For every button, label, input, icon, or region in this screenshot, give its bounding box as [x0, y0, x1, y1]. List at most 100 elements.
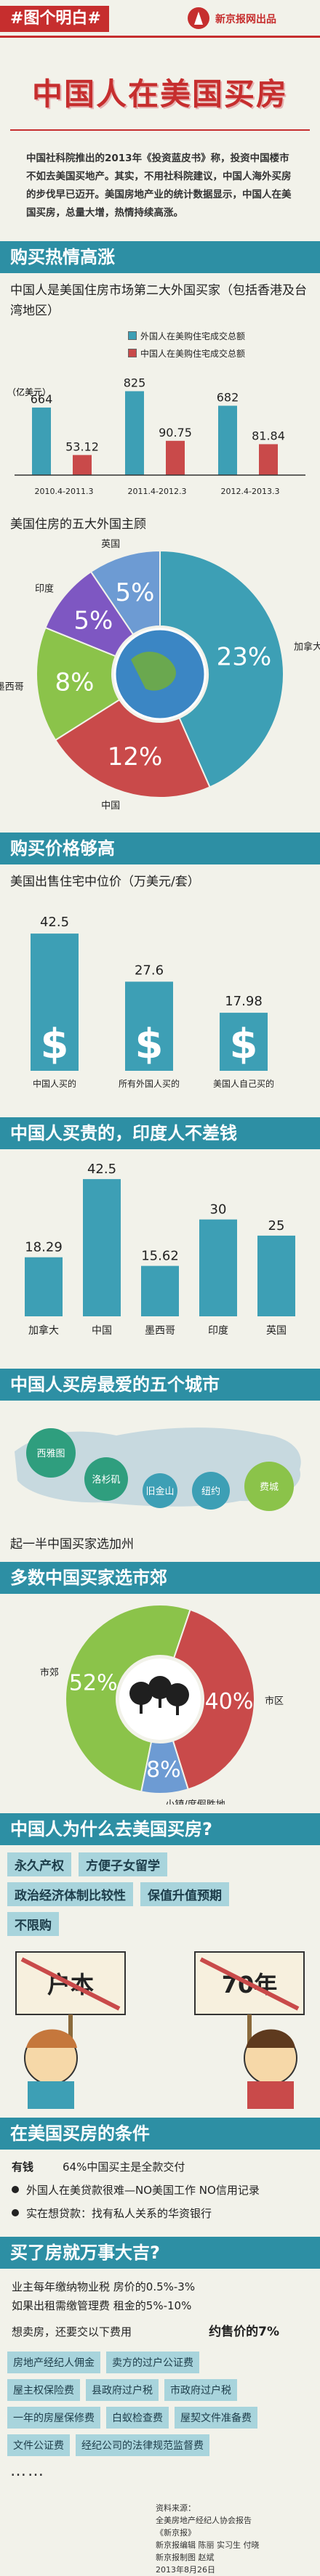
header-bar: #图个明白# 新京报网出品 — [0, 0, 320, 38]
legend-item-foreign: 外国人在美购住宅成交总额 — [128, 330, 245, 343]
chart-location-pie: 52% 市郊 40% 市区 8% 小镇/度假胜地 — [40, 1604, 284, 1810]
fee-item: 房地产经纪人佣金 — [7, 2352, 100, 2373]
country-value-label: 42.5 — [87, 1162, 116, 1177]
reasons-row: 政治经济体制比较性 保值升值预期 — [7, 1882, 313, 1906]
bar-china — [73, 455, 92, 475]
tree-icon — [129, 1682, 153, 1705]
credit-line: 资料来源： — [156, 2503, 196, 2513]
bar-label-china: 53.12 — [65, 440, 99, 453]
reason-item: 政治经济体制比较性 — [7, 1882, 133, 1906]
bar-foreign — [218, 405, 237, 475]
pie-slice — [159, 549, 284, 788]
legend-label-foreign: 外国人在美购住宅成交总额 — [140, 331, 246, 341]
credit-line: 新京报编辑 陈丽 实习生 付晓 — [156, 2540, 260, 2550]
legend-item-china: 中国人在美购住宅成交总额 — [128, 347, 245, 360]
chart-title-median-price: 美国出售住宅中位价（万美元/套） — [10, 875, 200, 889]
intro-paragraph: 中国社科院推出的2013年《投资蓝皮书》称，投资中国楼市不如去美国买地产。其实，… — [26, 153, 292, 219]
country-bar — [257, 1235, 295, 1316]
footer: 资料来源： 全美房地产经纪人协会报告 《新京报》 新京报编辑 陈丽 实习生 付晓… — [0, 2480, 320, 2575]
sign-right: 70年 — [194, 1951, 305, 2058]
bar-china — [259, 444, 278, 475]
x-tick-label: 2010.4-2011.3 — [35, 487, 94, 496]
fee-item: 白蚁检查费 — [106, 2407, 169, 2429]
pie-slice — [36, 626, 121, 742]
credit-line: 新京报制图 赵斌 — [156, 2553, 215, 2562]
column-tag: #图个明白# — [0, 6, 109, 32]
reasons-row: 永久产权 方便子女留学 — [7, 1852, 313, 1876]
section-title-prices: 购买价格够高 — [0, 833, 320, 864]
country-category-label: 印度 — [208, 1325, 228, 1337]
reason-item: 方便子女留学 — [79, 1852, 167, 1876]
pie-title-top-buyers: 美国住房的五大外国主顾 — [10, 517, 146, 532]
price-category-label: 所有外国人买的 — [119, 1078, 180, 1089]
tax-block: 业主每年缴纳物业税 房价的0.5%-3% 如果出租需缴管理费 租金的5%-10%… — [0, 2269, 320, 2344]
location-slice — [140, 1740, 189, 1794]
globe-land — [131, 652, 176, 691]
section-title-why: 中国人为什么去美国买房? — [0, 1813, 320, 1845]
dollar-icon: $ — [230, 1021, 258, 1068]
fee-item: 经纪公司的法律规范监督费 — [76, 2434, 209, 2456]
x-tick-label: 2011.4-2012.3 — [128, 487, 187, 496]
city-bubble-sanfrancisco: 旧金山 — [143, 1473, 177, 1508]
city-label-seattle: 西雅图 — [36, 1449, 65, 1459]
dollar-icon: $ — [41, 1021, 69, 1068]
us-map-cities: 西雅图 洛杉矶 旧金山 纽约 费城 — [15, 1427, 301, 1511]
pie-category-label: 加拿大 — [294, 641, 320, 652]
country-bar — [83, 1179, 121, 1316]
bar-label-foreign: 664 — [31, 392, 53, 406]
bar-label-china: 90.75 — [159, 426, 192, 440]
chart-top-buyers-pie: 23% 加拿大 12% 中国 8% 墨西哥 5% 印度 5% 英国 — [0, 539, 320, 811]
pie-category-label: 印度 — [35, 583, 54, 595]
section-subtitle: 中国人是美国住房市场第二大外国买家（包括香港及台湾地区） — [10, 283, 307, 318]
bar-label-china: 81.84 — [252, 429, 285, 442]
price-category-label: 美国人自己买的 — [213, 1078, 274, 1089]
fee-item: 县政府过户税 — [86, 2379, 159, 2401]
fee-item: 屋契文件准备费 — [175, 2407, 257, 2429]
condition-key: 有钱 — [12, 2160, 34, 2174]
fee-item: 屋主权保险费 — [7, 2379, 80, 2401]
price-value-label: 27.6 — [135, 963, 164, 978]
ellipsis: …… — [10, 2462, 45, 2480]
country-value-label: 18.29 — [25, 1240, 63, 1255]
section-title-suburbs: 多数中国买家选市郊 — [0, 1562, 320, 1594]
pie-value-label: 5% — [73, 607, 113, 636]
fee-item: 文件公证费 — [7, 2434, 70, 2456]
reason-item: 永久产权 — [7, 1852, 71, 1876]
location-slice — [65, 1604, 191, 1793]
x-tick-label: 2012.4-2013.3 — [221, 487, 280, 496]
sell-line: 想卖房，还要交以下费用 约售价的7% — [12, 2322, 308, 2344]
condition-text: 实在想贷款：找有私人关系的华资银行 — [26, 2207, 212, 2220]
california-note: 起一半中国买家选加州 — [10, 1537, 134, 1552]
condition-loan-bank: 实在想贷款：找有私人关系的华资银行 — [12, 2202, 308, 2225]
dollar-icon: $ — [135, 1021, 164, 1068]
condition-cash: 有钱 64%中国买主是全款交付 — [12, 2155, 308, 2179]
country-category-label: 英国 — [266, 1324, 287, 1337]
bar-label-foreign: 682 — [217, 391, 239, 405]
city-bubble-philadelphia: 费城 — [244, 1462, 294, 1511]
source-credits: 资料来源： 全美房地产经纪人协会报告 《新京报》 新京报编辑 陈丽 实习生 付晓… — [156, 2502, 260, 2576]
section-title-cities: 中国人买房最爱的五个城市 — [0, 1369, 320, 1401]
pie-category-label: 墨西哥 — [0, 682, 24, 693]
chart-price-by-country: 18.29 加拿大 42.5 中国 15.62 墨西哥 30 印度 25 英国 — [25, 1162, 295, 1337]
section-title-after-purchase: 买了房就万事大吉? — [0, 2237, 320, 2269]
price-bar — [125, 981, 173, 1071]
fee-item: 卖方的过户公证费 — [106, 2352, 199, 2373]
city-label-sanfrancisco: 旧金山 — [145, 1486, 174, 1497]
tax-line: 业主每年缴纳物业税 房价的0.5%-3% — [12, 2280, 196, 2293]
location-category-label: 市郊 — [40, 1667, 59, 1679]
fees-row: 房地产经纪人佣金 卖方的过户公证费 — [7, 2352, 313, 2373]
country-bar — [199, 1219, 237, 1316]
price-category-label: 中国人买的 — [33, 1078, 76, 1089]
tree-trunk — [176, 1704, 179, 1715]
chart-legend: 外国人在美购住宅成交总额 中国人在美购住宅成交总额 — [0, 325, 320, 366]
country-category-label: 加拿大 — [28, 1324, 59, 1337]
tax-line: 如果出租需缴管理费 租金的5%-10% — [12, 2299, 192, 2312]
y-unit-label: （亿美元） — [7, 386, 51, 397]
pie-slice — [54, 698, 211, 798]
city-label-philadelphia: 费城 — [260, 1482, 279, 1493]
sign-left: 户本 — [15, 1951, 126, 2058]
sell-label: 想卖房，还要交以下费用 — [12, 2325, 132, 2338]
section-title-buying-enthusiasm: 购买热情高涨 — [0, 241, 320, 273]
location-value-label: 8% — [146, 1757, 181, 1783]
